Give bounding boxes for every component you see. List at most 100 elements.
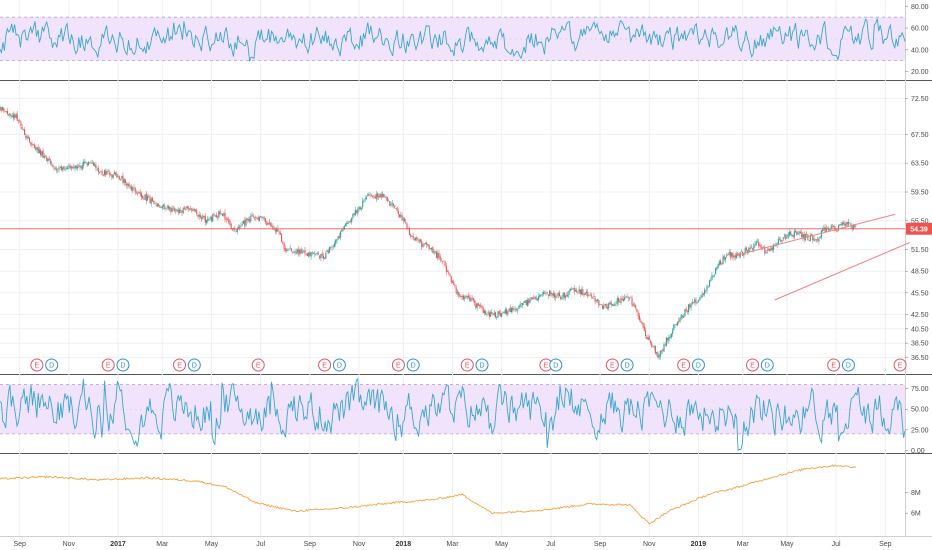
candle-body xyxy=(558,292,561,297)
candle-body xyxy=(103,170,106,175)
candle-body xyxy=(372,196,374,197)
candle-body xyxy=(477,303,479,306)
dividend-marker[interactable]: D xyxy=(620,358,634,372)
candle-body xyxy=(359,206,361,210)
candle-body xyxy=(11,115,13,118)
y-tick-label: 51.50 xyxy=(911,247,929,254)
candle-body xyxy=(776,243,778,245)
candle-body xyxy=(707,286,709,288)
candle-body xyxy=(28,137,31,142)
candle-body xyxy=(21,126,23,130)
candle-body xyxy=(509,307,511,313)
dividend-marker[interactable]: D xyxy=(45,358,59,372)
candle-body xyxy=(322,255,324,259)
earnings-marker[interactable]: E xyxy=(101,358,115,372)
candle-body xyxy=(126,183,128,186)
candle-body xyxy=(659,350,661,357)
candle-body xyxy=(737,253,739,255)
candle-body xyxy=(133,187,135,188)
dividend-marker[interactable]: D xyxy=(187,358,201,372)
candle-body xyxy=(236,228,238,233)
candle-body xyxy=(62,167,64,170)
y-tick-label: 20.00 xyxy=(911,69,929,76)
dividend-marker[interactable]: D xyxy=(475,358,489,372)
candle-body xyxy=(440,260,442,262)
candle-body xyxy=(727,254,729,256)
candle-body xyxy=(507,311,509,315)
candle-body xyxy=(852,224,854,230)
candle-body xyxy=(336,239,338,241)
candle-body xyxy=(605,303,607,308)
candle-body xyxy=(472,297,474,301)
x-tick-label: Mar xyxy=(156,541,169,548)
candle-body xyxy=(178,209,181,213)
earnings-marker[interactable]: E xyxy=(318,358,332,372)
earnings-marker[interactable]: E xyxy=(460,358,474,372)
candle-body xyxy=(416,237,418,240)
candle-body xyxy=(161,205,163,209)
candle-body xyxy=(732,253,734,258)
dividend-marker[interactable]: D xyxy=(841,358,855,372)
candle-body xyxy=(197,214,199,217)
marker-letter: D xyxy=(49,363,54,370)
candle-body xyxy=(726,255,728,257)
earnings-marker[interactable]: E xyxy=(251,358,265,372)
candle-body xyxy=(89,162,91,163)
candle-body xyxy=(153,201,155,203)
candle-body xyxy=(234,229,236,231)
candle-body xyxy=(235,230,237,232)
candle-body xyxy=(536,298,538,301)
candle-body xyxy=(384,196,386,197)
earnings-marker[interactable]: E xyxy=(893,358,907,372)
candle-body xyxy=(836,230,838,232)
candle-body xyxy=(599,304,601,306)
candle-body xyxy=(772,244,774,250)
candle-body xyxy=(503,312,505,314)
dividend-marker[interactable]: D xyxy=(549,358,563,372)
candle-body xyxy=(617,298,620,302)
candle-body xyxy=(192,210,194,211)
earnings-marker[interactable]: E xyxy=(746,358,760,372)
candle-body xyxy=(569,289,572,291)
candle-body xyxy=(855,225,857,227)
candle-body xyxy=(160,207,162,208)
candle-body xyxy=(585,291,588,294)
dividend-marker[interactable]: D xyxy=(760,358,774,372)
candle-body xyxy=(529,298,531,303)
candle-body xyxy=(582,289,584,295)
candle-body xyxy=(638,315,640,320)
candle-body xyxy=(583,293,585,296)
earnings-marker[interactable]: E xyxy=(391,358,405,372)
candle-body xyxy=(834,226,836,230)
candle-body xyxy=(365,197,367,200)
earnings-marker[interactable]: E xyxy=(173,358,187,372)
marker-circle xyxy=(173,358,187,372)
candle-body xyxy=(600,304,602,306)
dividend-marker[interactable]: D xyxy=(116,358,130,372)
marker-letter: E xyxy=(544,363,549,370)
candle-body xyxy=(597,299,599,301)
earnings-marker[interactable]: E xyxy=(677,358,691,372)
candle-body xyxy=(273,228,275,230)
candle-body xyxy=(578,288,580,293)
candle-body xyxy=(710,279,712,281)
candle-body xyxy=(172,208,174,209)
candle-body xyxy=(733,256,735,258)
candle-body xyxy=(301,251,304,253)
candle-body xyxy=(290,248,292,251)
candle-body xyxy=(278,231,280,233)
earnings-marker[interactable]: E xyxy=(605,358,619,372)
earnings-marker[interactable]: E xyxy=(30,358,44,372)
candle-body xyxy=(54,168,56,170)
earnings-marker[interactable]: E xyxy=(539,358,553,372)
earnings-marker[interactable]: E xyxy=(827,358,841,372)
dividend-marker[interactable]: D xyxy=(332,358,346,372)
candle-body xyxy=(615,303,617,304)
candle-body xyxy=(601,305,604,309)
dividend-marker[interactable]: D xyxy=(691,358,705,372)
candle-body xyxy=(565,295,567,298)
candle-body xyxy=(788,232,790,236)
dividend-marker[interactable]: D xyxy=(406,358,420,372)
candle-body xyxy=(685,308,687,311)
